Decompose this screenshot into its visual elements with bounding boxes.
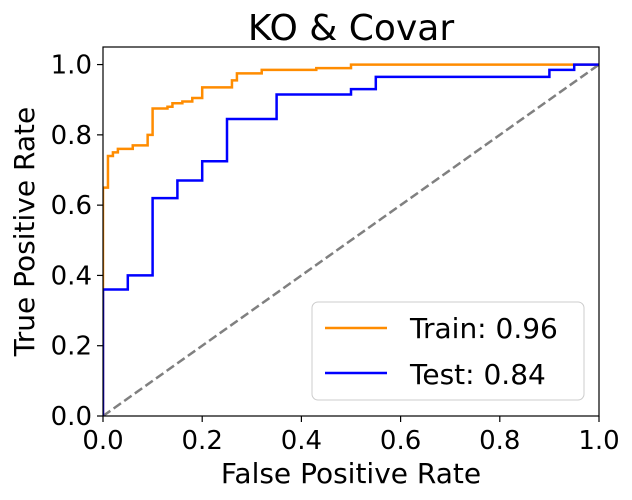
x-tick-label: 0.0 — [82, 426, 123, 456]
plot-frame — [102, 46, 600, 417]
legend-test-label: Test: 0.84 — [409, 358, 546, 391]
plot-area — [102, 46, 600, 417]
y-tick-label: 1.0 — [51, 51, 92, 81]
y-tick-label: 0.0 — [51, 402, 92, 432]
x-tick-label: 0.6 — [380, 426, 421, 456]
series-layer — [103, 63, 599, 416]
y-axis-label: True Positive Rate — [8, 107, 41, 357]
x-axis-label: False Positive Rate — [221, 457, 481, 490]
y-tick-label: 0.2 — [51, 332, 92, 362]
chart-title: KO & Covar — [248, 8, 454, 49]
x-axis-ticks: 0.0 0.2 0.4 0.6 0.8 1.0 — [82, 416, 620, 456]
x-tick-label: 0.8 — [479, 426, 520, 456]
legend-box — [311, 301, 585, 401]
x-tick-label: 1.0 — [578, 426, 619, 456]
y-tick-label: 0.8 — [51, 121, 92, 151]
chance-diagonal-line — [103, 63, 599, 416]
y-tick-label: 0.6 — [51, 191, 92, 221]
x-tick-label: 0.4 — [281, 426, 322, 456]
x-tick-label: 0.2 — [182, 426, 223, 456]
y-axis-ticks: 0.0 0.2 0.4 0.6 0.8 1.0 — [51, 51, 103, 432]
train-roc-line — [103, 63, 599, 416]
test-roc-line — [103, 63, 599, 416]
legend: Train: 0.96 Test: 0.84 — [311, 301, 585, 401]
y-tick-label: 0.4 — [51, 261, 92, 291]
legend-train-label: Train: 0.96 — [409, 312, 558, 345]
